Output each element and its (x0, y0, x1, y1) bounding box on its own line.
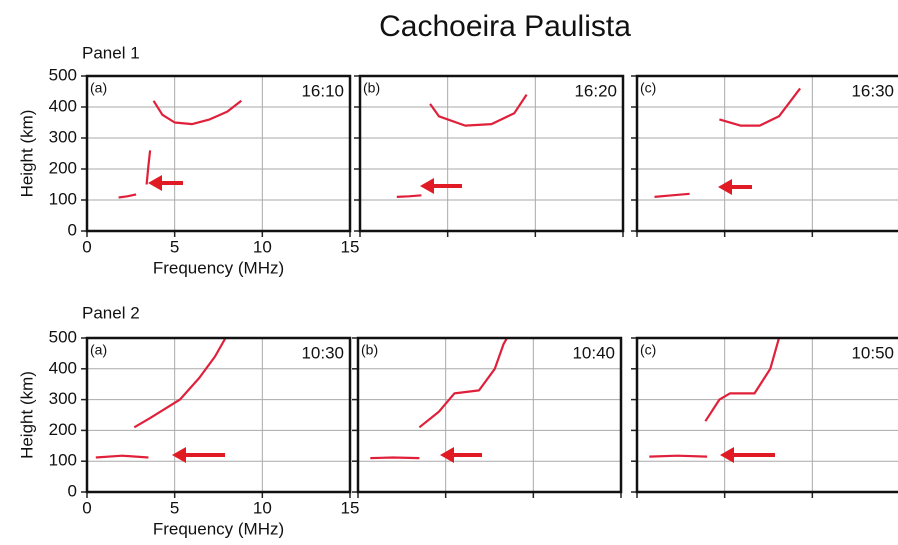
plot-frame (356, 336, 623, 494)
arrow-head (718, 179, 732, 195)
panel-letter: (c) (640, 80, 656, 96)
panel-label: Panel 1 (82, 43, 140, 62)
time-label: 10:30 (301, 343, 344, 362)
plot-frame (635, 336, 898, 494)
time-label: 10:40 (572, 343, 615, 362)
trace (429, 93, 528, 127)
trace (152, 99, 242, 126)
trace (396, 194, 422, 198)
panel-letter: (a) (90, 342, 107, 358)
panel-label: Panel 2 (82, 303, 140, 322)
arrow-head (148, 175, 162, 191)
panel-letter: (b) (363, 80, 380, 96)
figure-title: Cachoeira Paulista (379, 10, 631, 43)
x-tick-label: 15 (341, 237, 360, 256)
y-tick-label: 200 (49, 158, 77, 177)
plot-frame (85, 336, 352, 494)
y-tick-label: 500 (49, 65, 77, 84)
arrow-head (440, 447, 454, 463)
y-tick-label: 300 (49, 127, 77, 146)
time-label: 16:30 (851, 81, 894, 100)
trace (704, 337, 781, 422)
trace (118, 193, 137, 199)
y-tick-label: 500 (49, 327, 77, 346)
trace (145, 150, 152, 185)
y-tick-label: 100 (49, 451, 77, 470)
trace (649, 454, 708, 458)
trace (654, 192, 690, 198)
y-tick-label: 0 (68, 481, 77, 500)
x-tick-label: 0 (82, 498, 91, 517)
y-axis-label: Height (km) (17, 110, 36, 198)
plot-frame (358, 74, 625, 233)
y-tick-label: 0 (68, 220, 77, 239)
arrow-head (172, 447, 186, 463)
y-tick-label: 400 (49, 96, 77, 115)
x-axis-label: Frequency (MHz) (153, 258, 284, 277)
arrow-head (720, 447, 734, 463)
trace (370, 456, 420, 460)
time-label: 16:10 (301, 81, 344, 100)
y-tick-label: 100 (49, 189, 77, 208)
panel-letter: (b) (361, 342, 378, 358)
y-axis-label: Height (km) (17, 371, 36, 459)
time-label: 10:50 (851, 343, 894, 362)
trace (418, 337, 508, 429)
y-tick-label: 400 (49, 358, 77, 377)
y-tick-label: 200 (49, 420, 77, 439)
arrow-head (420, 178, 434, 194)
trace (133, 337, 227, 429)
time-label: 16:20 (574, 81, 617, 100)
x-tick-label: 10 (253, 237, 272, 256)
y-tick-label: 300 (49, 389, 77, 408)
x-tick-label: 15 (341, 498, 360, 517)
panel-letter: (a) (90, 80, 107, 96)
x-tick-label: 5 (170, 237, 179, 256)
plot-frame (85, 74, 352, 233)
x-tick-label: 5 (170, 498, 179, 517)
trace (719, 87, 801, 127)
plot-frame (635, 74, 898, 233)
panel-letter: (c) (640, 342, 656, 358)
x-tick-label: 10 (253, 498, 272, 517)
trace (95, 454, 149, 459)
x-tick-label: 0 (82, 237, 91, 256)
x-axis-label: Frequency (MHz) (153, 519, 284, 538)
